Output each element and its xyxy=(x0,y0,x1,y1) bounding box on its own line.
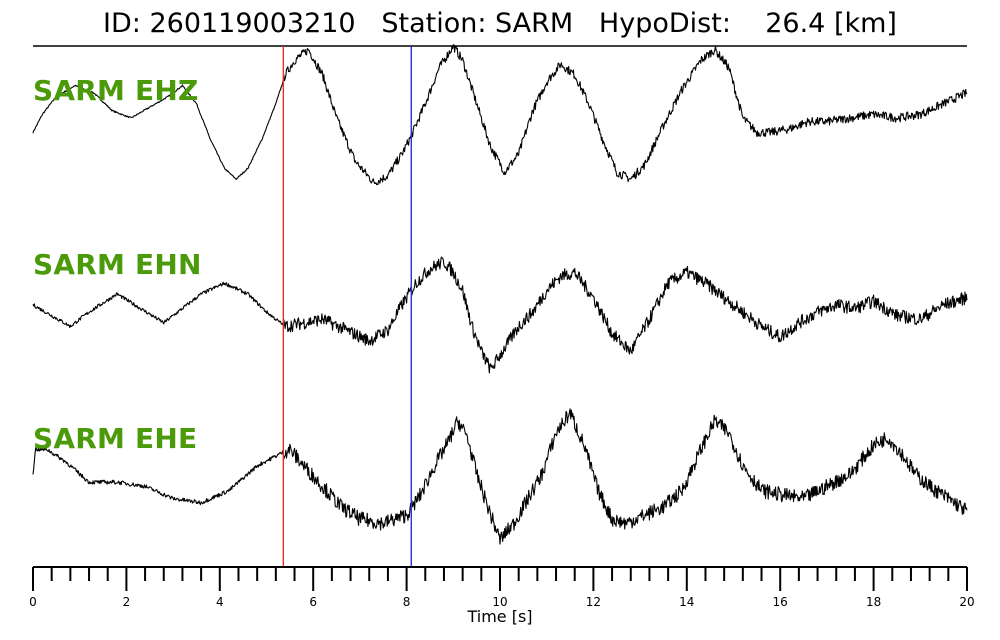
traces-group xyxy=(32,44,968,545)
trace-label-ehz: SARM EHZ xyxy=(33,74,199,107)
x-tick-label: 16 xyxy=(773,595,788,609)
time-axis: 0 2 4 6 8 10 12 14 16 18 20 xyxy=(29,566,975,609)
figure-title: ID: 260119003210 Station: SARM HypoDist:… xyxy=(103,8,897,39)
x-axis-label: Time [s] xyxy=(467,607,533,626)
trace-line-2 xyxy=(32,408,968,545)
x-tick-label: 10 xyxy=(492,595,507,609)
x-tick-label: 8 xyxy=(403,595,411,609)
x-tick-label: 0 xyxy=(29,595,37,609)
pick-markers xyxy=(282,46,412,567)
x-tick-label: 2 xyxy=(123,595,131,609)
x-tick-label: 12 xyxy=(586,595,601,609)
x-tick-label: 14 xyxy=(679,595,694,609)
trace-label-ehn: SARM EHN xyxy=(33,248,202,281)
x-tick-label: 6 xyxy=(309,595,317,609)
x-tick-label: 18 xyxy=(866,595,881,609)
trace-label-ehe: SARM EHE xyxy=(33,422,198,455)
trace-line-1 xyxy=(32,256,968,374)
trace-line-0 xyxy=(32,44,968,186)
x-tick-label: 4 xyxy=(216,595,224,609)
x-tick-label: 20 xyxy=(959,595,974,609)
